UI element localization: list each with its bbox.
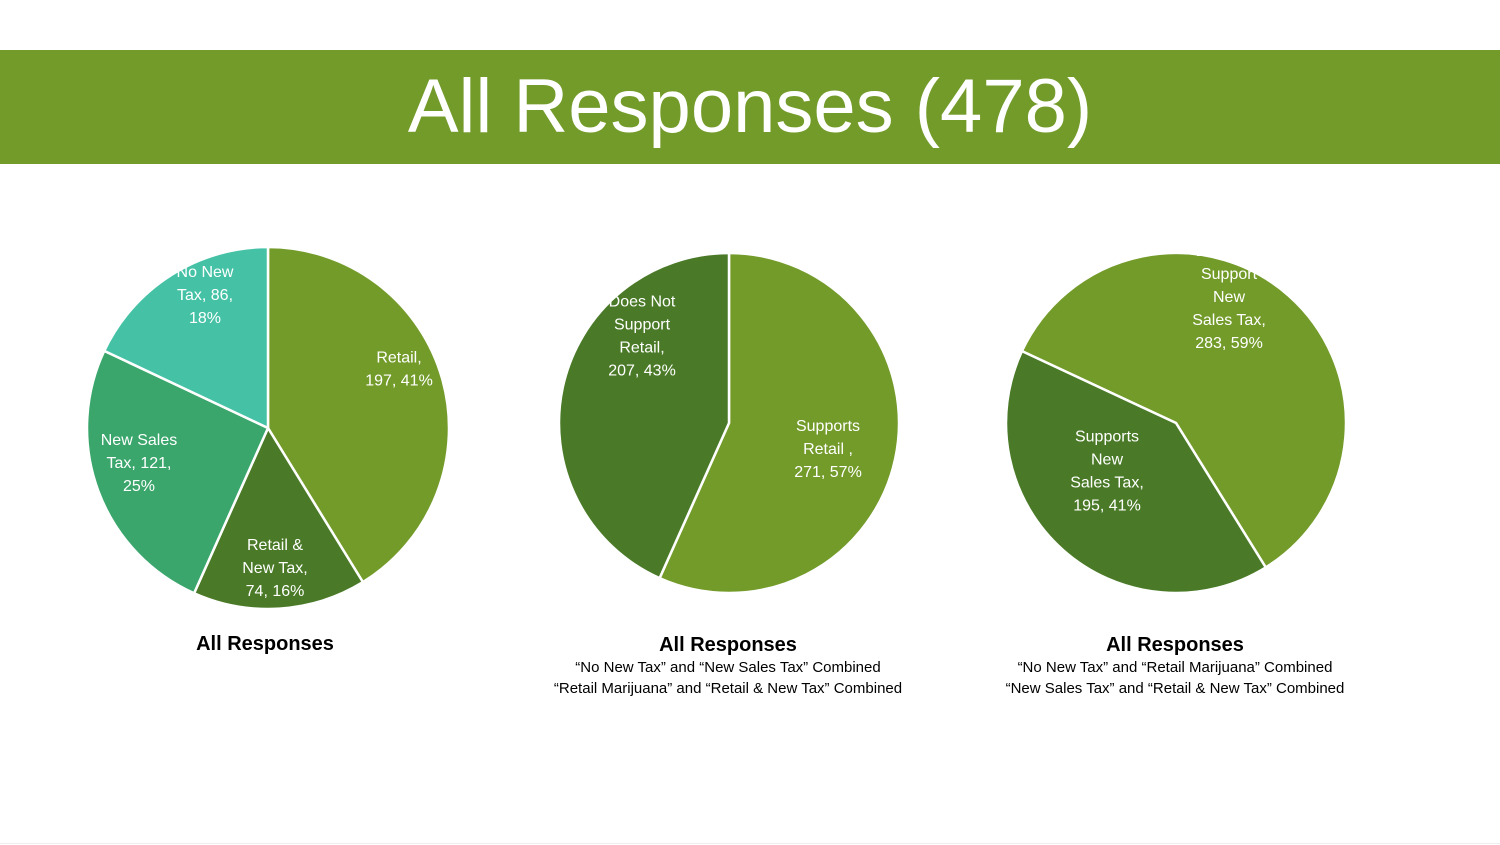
pie-slice-no-new-tax xyxy=(103,245,270,430)
caption-chart-1: All Responses xyxy=(55,632,475,656)
caption-chart-3: All Responses “No New Tax” and “Retail M… xyxy=(965,633,1385,699)
slice-label-line: Support xyxy=(614,317,671,334)
slice-label-line: Supports xyxy=(1075,429,1139,446)
slice-label-retail: Retail, 197, 41% xyxy=(365,350,433,390)
slice-label-new-sales-tax: New Sales Tax, 121, 25% xyxy=(101,432,177,495)
slice-label-line: 197, 41% xyxy=(365,373,433,390)
caption-chart-2: All Responses “No New Tax” and “New Sale… xyxy=(518,633,938,699)
slice-label-line: 207, 43% xyxy=(608,363,676,380)
slice-label-line: Does Not xyxy=(1196,243,1263,260)
chart-3-subtitle-2: “New Sales Tax” and “Retail & New Tax” C… xyxy=(1005,680,1345,697)
slice-label-line: New Sales xyxy=(101,432,177,449)
pie-slice-new-sales-tax xyxy=(85,349,270,595)
slice-label-line: Sales Tax, xyxy=(1192,312,1266,329)
slice-label-line: 25% xyxy=(123,478,155,495)
chart-1-title: All Responses xyxy=(196,633,334,655)
pie-chart-retail-support: Supports Retail , 271, 57% Does Not Support R… xyxy=(557,251,901,595)
slice-label-line: New xyxy=(1091,452,1123,469)
pie-slice-supports-new-sales-tax xyxy=(1004,349,1267,595)
slice-label-line: Retail, xyxy=(376,350,421,367)
slice-label-line: New Tax, xyxy=(242,560,308,577)
slice-label-does-not-support-new-sales-tax: Does Not Support New Sales Tax, 283, 59% xyxy=(1192,243,1266,352)
chart-2-subtitle-2: “Retail Marijuana” and “Retail & New Tax… xyxy=(553,680,903,697)
title-banner: All Responses (478) xyxy=(0,50,1500,164)
chart-2-title: All Responses xyxy=(659,634,797,656)
page-title: All Responses (478) xyxy=(407,64,1093,149)
pie-slice-does-not-support-retail xyxy=(557,251,731,580)
slice-label-line: Supports xyxy=(796,418,860,435)
slice-label-line: Retail, xyxy=(619,340,664,357)
slice-label-line: 271, 57% xyxy=(794,464,862,481)
slice-label-does-not-support-retail: Does Not Support Retail, 207, 43% xyxy=(608,294,676,380)
slice-label-line: Support xyxy=(1201,266,1258,283)
slice-label-line: Does Not xyxy=(609,294,676,311)
slice-label-line: 195, 41% xyxy=(1073,498,1141,515)
slice-label-line: New xyxy=(1213,289,1245,306)
pie-slice-retail xyxy=(266,245,451,584)
slice-label-line: 18% xyxy=(189,310,221,327)
slice-label-no-new-tax: No New Tax, 86, 18% xyxy=(177,264,234,327)
slice-label-line: Retail , xyxy=(803,441,853,458)
slice-label-line: 74, 16% xyxy=(246,583,305,600)
slice-label-line: 283, 59% xyxy=(1195,335,1263,352)
slice-label-line: Retail & xyxy=(247,537,303,554)
pie-slice-supports-retail xyxy=(658,251,901,595)
chart-3-title: All Responses xyxy=(1106,634,1244,656)
chart-2-subtitle-1: “No New Tax” and “New Sales Tax” Combine… xyxy=(575,659,881,676)
pie-slice-retail-new-tax xyxy=(192,426,365,611)
pie-chart-categories: Retail, 197, 41% Retail & New Tax, 74, 16% Ne… xyxy=(85,245,451,611)
slice-label-retail-new-tax: Retail & New Tax, 74, 16% xyxy=(242,537,308,600)
slice-label-line: Tax, 121, xyxy=(107,455,172,472)
slice-label-line: Tax, 86, xyxy=(177,287,233,304)
pie-slice-does-not-support-new-sales-tax xyxy=(1020,251,1348,569)
slice-label-line: Sales Tax, xyxy=(1070,475,1144,492)
slice-label-supports-retail: Supports Retail , 271, 57% xyxy=(794,418,862,481)
pie-chart-sales-tax-support: Does Not Support New Sales Tax, 283, 59% Supp… xyxy=(1004,243,1348,595)
bottom-divider xyxy=(0,843,1500,844)
chart-3-subtitle-1: “No New Tax” and “Retail Marijuana” Comb… xyxy=(1017,659,1333,676)
slice-label-line: No New xyxy=(177,264,234,281)
slice-label-supports-new-sales-tax: Supports New Sales Tax, 195, 41% xyxy=(1070,429,1144,515)
